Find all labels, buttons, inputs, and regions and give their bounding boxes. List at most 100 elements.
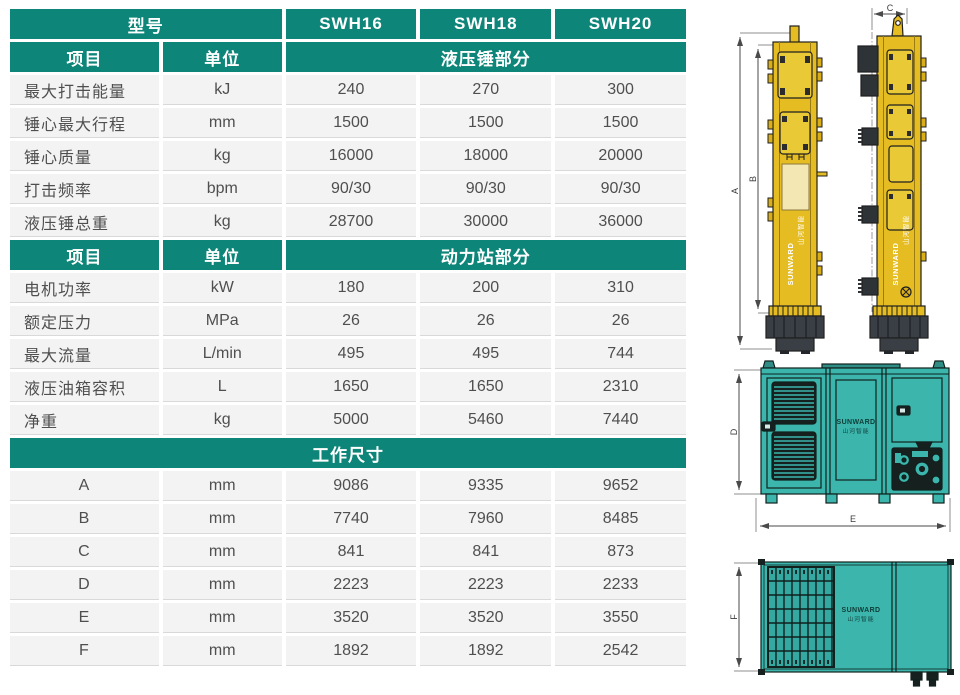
spec-value: 3520 [420, 603, 552, 633]
spec-unit: mm [162, 636, 282, 666]
dim-label-b: B [748, 176, 758, 182]
table-row: 最大打击能量 kJ 240 270 300 [10, 75, 686, 105]
spec-item: 液压锤总重 [10, 207, 159, 237]
spec-value: 2223 [420, 570, 552, 600]
spec-value: 1500 [285, 108, 417, 138]
dim-letter: B [10, 504, 159, 534]
spec-unit: mm [162, 603, 282, 633]
door-handle [761, 421, 776, 432]
spec-value: 310 [555, 273, 686, 303]
section-title-dimensions: 工作尺寸 [10, 438, 686, 468]
dim-letter: C [10, 537, 159, 567]
dim-label-c: C [887, 3, 894, 13]
spec-value: 1892 [285, 636, 417, 666]
spec-value: 3550 [555, 603, 686, 633]
model-swh20: SWH20 [555, 9, 686, 39]
spec-unit: bpm [162, 174, 282, 204]
spec-value: 1650 [285, 372, 417, 402]
spec-value: 7960 [420, 504, 552, 534]
spec-unit: kg [162, 141, 282, 171]
model-swh18: SWH18 [420, 9, 552, 39]
table-row: 液压锤总重 kg 28700 30000 36000 [10, 207, 686, 237]
spec-item: 打击频率 [10, 174, 159, 204]
spec-unit: mm [162, 570, 282, 600]
spec-item: 电机功率 [10, 273, 159, 303]
dimension-line-c [871, 8, 908, 30]
table-row: F mm 1892 1892 2542 [10, 636, 686, 666]
section-header-hammer: 项目 单位 液压锤部分 [10, 42, 686, 72]
spec-value: 9335 [420, 471, 552, 501]
section-title-hammer: 液压锤部分 [285, 42, 686, 72]
table-row: C mm 841 841 873 [10, 537, 686, 567]
cooling-grille [767, 566, 835, 668]
section-header-dimensions: 工作尺寸 [10, 438, 686, 468]
dim-letter: D [10, 570, 159, 600]
spec-value: 26 [555, 306, 686, 336]
table-row: B mm 7740 7960 8485 [10, 504, 686, 534]
dimension-line-a [737, 32, 798, 350]
spec-item: 净重 [10, 405, 159, 435]
spec-value: 26 [285, 306, 417, 336]
spec-unit: L [162, 372, 282, 402]
spec-value: 20000 [555, 141, 686, 171]
spec-value: 1892 [420, 636, 552, 666]
hammer-front-view: SUNWARD 山河智能 [765, 25, 828, 354]
table-row: 净重 kg 5000 5460 7440 [10, 405, 686, 435]
power-station-front: SUNWARD 山河智能 [760, 360, 950, 504]
model-label: 型号 [10, 9, 282, 39]
spec-value: 8485 [555, 504, 686, 534]
spec-item: 额定压力 [10, 306, 159, 336]
spec-unit: mm [162, 108, 282, 138]
model-swh16: SWH16 [285, 9, 417, 39]
dimension-line-f [734, 562, 761, 672]
spec-value: 495 [420, 339, 552, 369]
spec-value: 7740 [285, 504, 417, 534]
spec-value: 495 [285, 339, 417, 369]
spec-item: 锤心最大行程 [10, 108, 159, 138]
dim-letter: E [10, 603, 159, 633]
hammer-side-view: SUNWARD 山河智能 [857, 14, 929, 354]
brand-logo-text-cn: 山河智能 [901, 215, 910, 245]
spec-value: 1500 [420, 108, 552, 138]
spec-item: 锤心质量 [10, 141, 159, 171]
dimension-line-e [755, 498, 951, 532]
dim-label-e: E [850, 514, 856, 524]
dim-label-d: D [729, 428, 739, 435]
item-col-header: 项目 [10, 42, 159, 72]
dim-letter: F [10, 636, 159, 666]
dim-letter: A [10, 471, 159, 501]
door-handle [896, 405, 911, 416]
dim-label-f: F [729, 614, 739, 620]
brand-logo-text-cn: 山河智能 [847, 615, 874, 623]
spec-unit: kW [162, 273, 282, 303]
brand-logo-text-cn: 山河智能 [796, 215, 805, 245]
table-row: 电机功率 kW 180 200 310 [10, 273, 686, 303]
spec-unit: mm [162, 537, 282, 567]
brand-logo-text-cn: 山河智能 [842, 427, 869, 435]
spec-value: 2310 [555, 372, 686, 402]
power-station-front-drawing: D SUNWARD 山河智 [729, 360, 951, 532]
unit-col-header: 单位 [162, 240, 282, 270]
table-row: 额定压力 MPa 26 26 26 [10, 306, 686, 336]
brand-logo-text: SUNWARD [842, 607, 881, 614]
power-station-top-drawing: F SUNWARD 山河智能 [729, 559, 954, 687]
item-col-header: 项目 [10, 240, 159, 270]
spec-value: 90/30 [555, 174, 686, 204]
spec-value: 5460 [420, 405, 552, 435]
spec-value: 744 [555, 339, 686, 369]
brand-logo-text: SUNWARD [786, 243, 795, 286]
table-row: A mm 9086 9335 9652 [10, 471, 686, 501]
valve-assembly [891, 441, 943, 491]
spec-value: 5000 [285, 405, 417, 435]
table-row: 锤心最大行程 mm 1500 1500 1500 [10, 108, 686, 138]
spec-value: 873 [555, 537, 686, 567]
spec-value: 28700 [285, 207, 417, 237]
table-row: 锤心质量 kg 16000 18000 20000 [10, 141, 686, 171]
brand-logo-text: SUNWARD [891, 243, 900, 286]
hose-connectors [910, 671, 939, 687]
spec-value: 180 [285, 273, 417, 303]
spec-item: 最大流量 [10, 339, 159, 369]
spec-table: 型号 SWH16 SWH18 SWH20 项目 单位 液压锤部分 最大打击能量 … [6, 6, 690, 669]
section-header-powerstation: 项目 单位 动力站部分 [10, 240, 686, 270]
